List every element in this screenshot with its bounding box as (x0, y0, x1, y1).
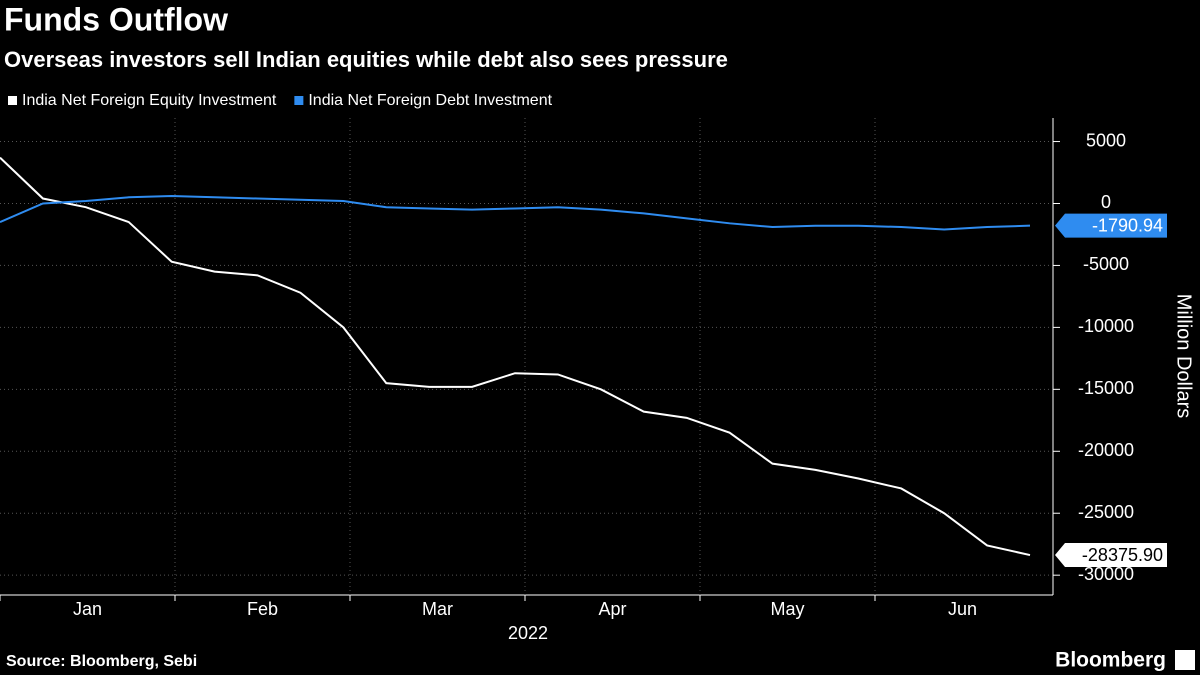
brand-logo (1175, 650, 1195, 670)
x-tick-label: Feb (247, 599, 278, 619)
series-line (0, 156, 1031, 557)
y-tick-label: -15000 (1078, 378, 1134, 398)
value-label-box (1055, 213, 1167, 238)
legend-label: India Net Foreign Equity Investment (22, 92, 277, 109)
y-tick-label: -25000 (1078, 502, 1134, 522)
legend-label: India Net Foreign Debt Investment (308, 92, 552, 109)
y-axis-label: Million Dollars (1173, 294, 1195, 418)
series-line (0, 195, 1031, 231)
x-tick-label: Jun (948, 599, 977, 619)
y-tick-label: -5000 (1083, 254, 1129, 274)
value-label: -1790.94 (1092, 215, 1163, 235)
legend-swatch (294, 96, 304, 105)
x-axis-label: 2022 (508, 623, 548, 643)
chart-title: Funds Outflow (4, 1, 228, 37)
source: Source: Bloomberg, Sebi (6, 653, 197, 670)
y-tick-label: -30000 (1078, 564, 1134, 584)
y-tick-label: -20000 (1078, 440, 1134, 460)
x-tick-label: Jan (73, 599, 102, 619)
x-tick-label: Apr (598, 599, 626, 619)
value-label: -28375.90 (1082, 545, 1163, 565)
chart-subtitle: Overseas investors sell Indian equities … (4, 47, 728, 72)
y-tick-label: 5000 (1086, 130, 1126, 150)
x-tick-label: Mar (422, 599, 453, 619)
y-tick-label: -10000 (1078, 316, 1134, 336)
y-tick-label: 0 (1101, 192, 1111, 212)
brand: Bloomberg (1055, 649, 1166, 672)
x-tick-label: May (770, 599, 804, 619)
value-label-box (1055, 543, 1167, 568)
legend-swatch (8, 96, 17, 105)
